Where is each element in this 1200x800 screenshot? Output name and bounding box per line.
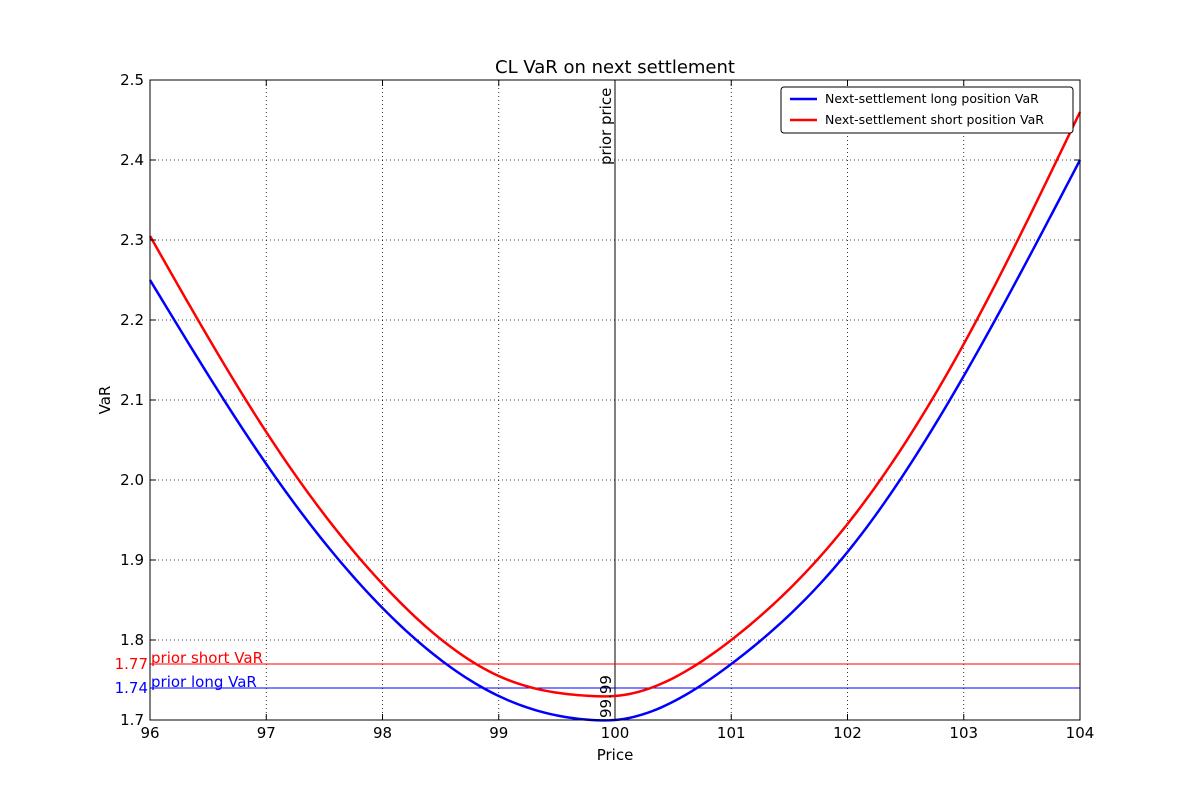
y-tick-label: 1.9 bbox=[120, 551, 144, 569]
x-tick-label: 104 bbox=[1066, 724, 1095, 742]
x-tick-label: 100 bbox=[601, 724, 630, 742]
legend-entry-label: Next-settlement short position VaR bbox=[825, 112, 1044, 127]
x-tick-label: 102 bbox=[833, 724, 862, 742]
legend-entry-label: Next-settlement long position VaR bbox=[825, 91, 1039, 106]
prior-short-VaR-value-label: 1.77 bbox=[115, 655, 148, 673]
y-tick-label: 1.8 bbox=[120, 631, 144, 649]
chart-title: CL VaR on next settlement bbox=[495, 57, 735, 78]
x-tick-label: 96 bbox=[140, 724, 159, 742]
y-tick-label: 2.0 bbox=[120, 471, 144, 489]
x-tick-label: 103 bbox=[949, 724, 978, 742]
series-line-short-var bbox=[148, 111, 1082, 698]
x-tick-label: 98 bbox=[373, 724, 392, 742]
y-axis-label: VaR bbox=[96, 386, 114, 415]
x-tick-label: 97 bbox=[257, 724, 276, 742]
x-axis-label: Price bbox=[597, 746, 634, 764]
y-tick-label: 2.1 bbox=[120, 391, 144, 409]
prior-long-VaR-label: prior long VaR bbox=[151, 673, 257, 691]
y-tick-label: 2.2 bbox=[120, 311, 144, 329]
y-tick-label: 2.5 bbox=[120, 71, 144, 89]
prior-price-value-label: 99.99 bbox=[597, 675, 615, 718]
x-tick-label: 99 bbox=[489, 724, 508, 742]
y-tick-label: 1.7 bbox=[120, 711, 144, 729]
prior-long-VaR-value-label: 1.74 bbox=[115, 679, 148, 697]
legend-box bbox=[780, 86, 1074, 134]
prior-short-VaR-label: prior short VaR bbox=[151, 649, 263, 667]
y-tick-label: 2.3 bbox=[120, 231, 144, 249]
x-tick-label: 101 bbox=[717, 724, 746, 742]
y-tick-label: 2.4 bbox=[120, 151, 144, 169]
prior-price-label: prior price bbox=[597, 88, 615, 165]
